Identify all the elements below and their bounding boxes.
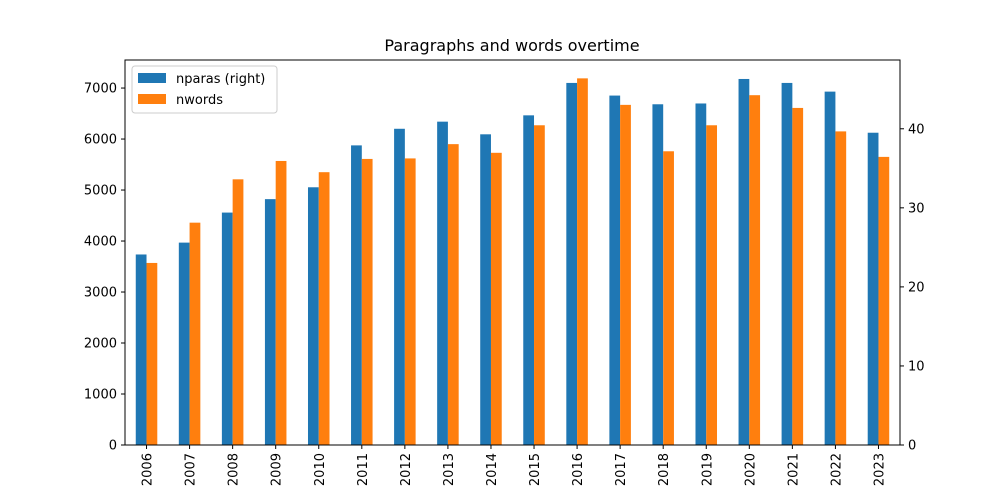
bar-nwords-2008 bbox=[232, 179, 244, 445]
bars-layer bbox=[135, 78, 890, 446]
x-tick-label: 2020 bbox=[743, 453, 758, 486]
left-y-tick-label: 2000 bbox=[84, 337, 117, 352]
bar-nwords-2021 bbox=[792, 107, 804, 446]
left-y-tick-label: 3000 bbox=[84, 286, 117, 301]
bar-nwords-2017 bbox=[620, 104, 631, 446]
bar-nparas-2015 bbox=[523, 115, 535, 445]
x-tick-label: 2007 bbox=[184, 453, 199, 486]
left-y-tick-label: 5000 bbox=[84, 184, 117, 199]
bar-nparas-2023 bbox=[867, 132, 879, 446]
bar-nwords-2009 bbox=[275, 160, 287, 445]
bar-nparas-2017 bbox=[609, 95, 621, 445]
right-y-tick-label: 10 bbox=[908, 359, 925, 374]
x-tick-label: 2008 bbox=[227, 453, 242, 486]
chart-title: Paragraphs and words overtime bbox=[384, 36, 639, 55]
legend: nparas (right) nwords bbox=[131, 65, 278, 114]
bar-nwords-2016 bbox=[577, 78, 588, 446]
bar-nwords-2015 bbox=[534, 125, 545, 446]
bar-nwords-2014 bbox=[490, 152, 502, 445]
bar-nparas-2010 bbox=[307, 187, 319, 445]
legend-swatch bbox=[138, 94, 166, 104]
x-tick-label: 2009 bbox=[270, 453, 285, 486]
bar-nwords-2013 bbox=[447, 144, 459, 445]
bar-nparas-2018 bbox=[652, 104, 664, 446]
x-tick-label: 2012 bbox=[399, 453, 414, 486]
bar-nwords-2018 bbox=[663, 151, 674, 445]
x-tick-label: 2015 bbox=[528, 453, 543, 486]
bar-nparas-2009 bbox=[264, 199, 276, 445]
axes-layer: 0 1000 2000 3000 4000 5000 6000 7000 0 10 20 30 40 20… bbox=[84, 59, 925, 486]
bar-nwords-2022 bbox=[835, 131, 847, 445]
left-y-tick-label: 0 bbox=[109, 439, 117, 454]
right-y-tick-label: 20 bbox=[908, 280, 925, 295]
x-tick-label: 2014 bbox=[485, 453, 500, 486]
bar-nparas-2008 bbox=[221, 212, 233, 445]
right-y-tick-label: 40 bbox=[908, 122, 925, 137]
left-y-tick-label: 4000 bbox=[84, 235, 117, 250]
x-tick-label: 2011 bbox=[356, 453, 371, 486]
bar-nparas-2019 bbox=[695, 103, 707, 445]
bar-nparas-2011 bbox=[351, 145, 362, 445]
left-y-tick-label: 1000 bbox=[84, 388, 117, 403]
legend-label: nwords bbox=[176, 93, 223, 108]
bar-nwords-2010 bbox=[318, 172, 330, 445]
bar-nwords-2007 bbox=[189, 222, 201, 445]
bar-nparas-2013 bbox=[437, 121, 448, 445]
legend-swatch bbox=[138, 73, 166, 83]
right-y-tick-label: 0 bbox=[908, 439, 916, 454]
x-tick-label: 2013 bbox=[442, 453, 457, 486]
bar-nwords-2019 bbox=[706, 125, 718, 446]
bar-nparas-2012 bbox=[394, 128, 405, 445]
x-tick-label: 2006 bbox=[141, 453, 156, 486]
x-tick-label: 2018 bbox=[657, 453, 672, 486]
bar-nparas-2021 bbox=[781, 82, 793, 446]
legend-label: nparas (right) bbox=[176, 72, 265, 87]
bar-nparas-2006 bbox=[135, 254, 147, 445]
right-y-tick-label: 30 bbox=[908, 201, 925, 216]
bar-nparas-2020 bbox=[738, 78, 750, 445]
bar-nwords-2011 bbox=[361, 158, 373, 445]
x-tick-label: 2010 bbox=[313, 453, 328, 486]
bar-nwords-2006 bbox=[146, 262, 158, 445]
x-tick-label: 2017 bbox=[614, 453, 629, 486]
x-tick-label: 2019 bbox=[700, 453, 715, 486]
bar-nparas-2022 bbox=[824, 91, 836, 446]
x-tick-label: 2016 bbox=[571, 453, 586, 486]
left-y-tick-label: 7000 bbox=[84, 82, 117, 97]
plot-frame bbox=[124, 59, 901, 446]
legend-box bbox=[131, 65, 278, 114]
bar-nparas-2016 bbox=[566, 82, 578, 446]
bar-nparas-2007 bbox=[178, 242, 190, 445]
bar-nwords-2012 bbox=[404, 158, 416, 446]
bar-nparas-2014 bbox=[480, 134, 491, 445]
left-y-tick-label: 6000 bbox=[84, 133, 117, 148]
x-tick-label: 2022 bbox=[829, 453, 844, 486]
bar-nwords-2020 bbox=[749, 95, 761, 445]
bar-nwords-2023 bbox=[878, 156, 890, 445]
x-tick-label: 2023 bbox=[872, 453, 887, 486]
x-tick-label: 2021 bbox=[786, 453, 801, 486]
